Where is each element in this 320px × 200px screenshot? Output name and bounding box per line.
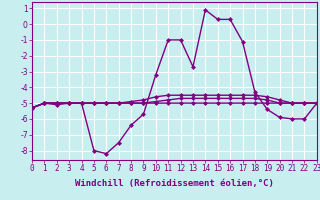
X-axis label: Windchill (Refroidissement éolien,°C): Windchill (Refroidissement éolien,°C) — [75, 179, 274, 188]
